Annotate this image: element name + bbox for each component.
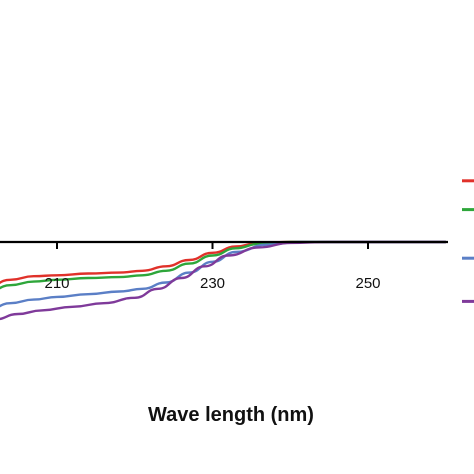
- x-tick-label: 230: [200, 275, 225, 292]
- x-ticks: 210 230 250: [44, 242, 381, 292]
- series-line-2: [0, 240, 446, 290]
- series-layer: [0, 240, 446, 321]
- series-line-1: [0, 240, 446, 285]
- series-line-4: [0, 240, 446, 321]
- x-axis-title: Wave length (nm): [148, 404, 314, 426]
- legend: [462, 179, 474, 303]
- x-tick-label: 210: [44, 275, 69, 292]
- x-tick-label: 250: [355, 275, 380, 292]
